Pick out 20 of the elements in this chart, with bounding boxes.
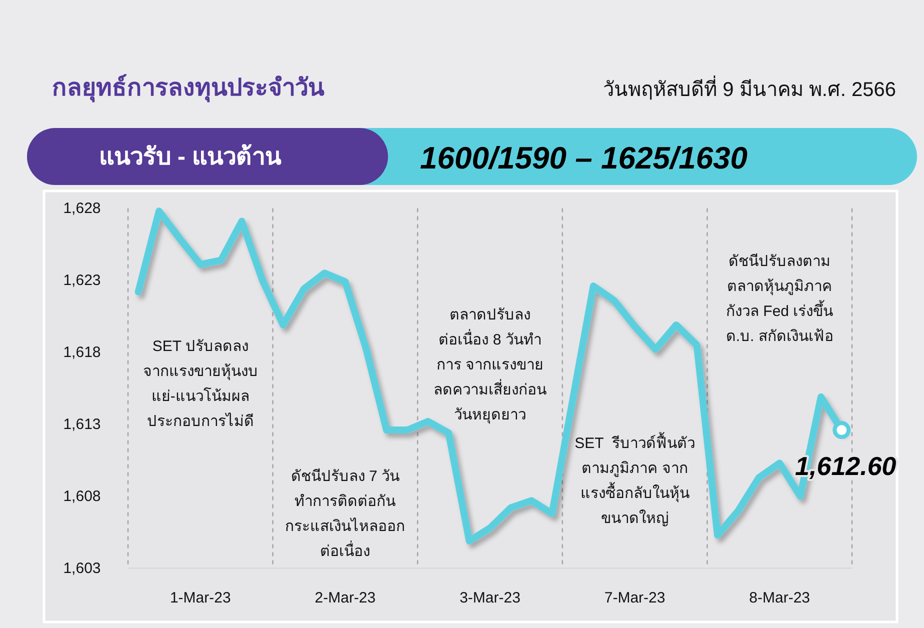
annotation: ดัชนีปรับลงตาม ตลาดหุ้นภูมิภาค กังวล Fed เร่งขึ้น ด.บ. สกัดเงินเฟ้อ (726, 253, 834, 345)
y-tick-label: 1,623 (63, 272, 101, 289)
x-tick-label: 7-Mar-23 (604, 590, 666, 606)
annotation: SET ปรับลดลง จากแรงขายหุ้นงบ แย่-แนวโน้มผล ประกอบการไม่ดี (142, 338, 258, 430)
y-tick-label: 1,603 (63, 560, 101, 577)
chart-subtitle: วันพฤหัสบดีที่ 9 มีนาคม พ.ศ. 2566 (603, 75, 896, 101)
x-tick-label: 2-Mar-23 (314, 590, 376, 606)
y-tick-label: 1,608 (63, 488, 101, 505)
y-tick-label: 1,618 (63, 344, 101, 361)
x-tick-label: 8-Mar-23 (749, 590, 810, 606)
annotation: SET รีบาวด์ฟื้นตัว ตามภูมิภาค จาก แรงซื้อกลับในหุ้น ขนาดใหญ่ (574, 432, 695, 527)
annotation: ดัชนีปรับลง 7 วัน ทำการติดต่อกัน กระแสเงินไหลออก ต่อเนื่อง (285, 468, 406, 560)
x-tick-label: 3-Mar-23 (460, 590, 520, 606)
y-tick-label: 1,628 (63, 200, 101, 217)
y-tick-label: 1,613 (63, 416, 101, 433)
chart-title: กลยุทธ์การลงทุนประจำวัน (52, 74, 325, 104)
annotation: ตลาดปรับลง ต่อเนื่อง 8 วันทำ การ จากแรงขาย ลดความเสี่ยงก่อน วันหยุดยาว (434, 306, 546, 424)
x-tick-label: 1-Mar-23 (170, 590, 231, 606)
text: 1600/1590 – 1625/1630 (420, 140, 748, 176)
text: แนวรับ - แนวต้าน (98, 144, 282, 170)
